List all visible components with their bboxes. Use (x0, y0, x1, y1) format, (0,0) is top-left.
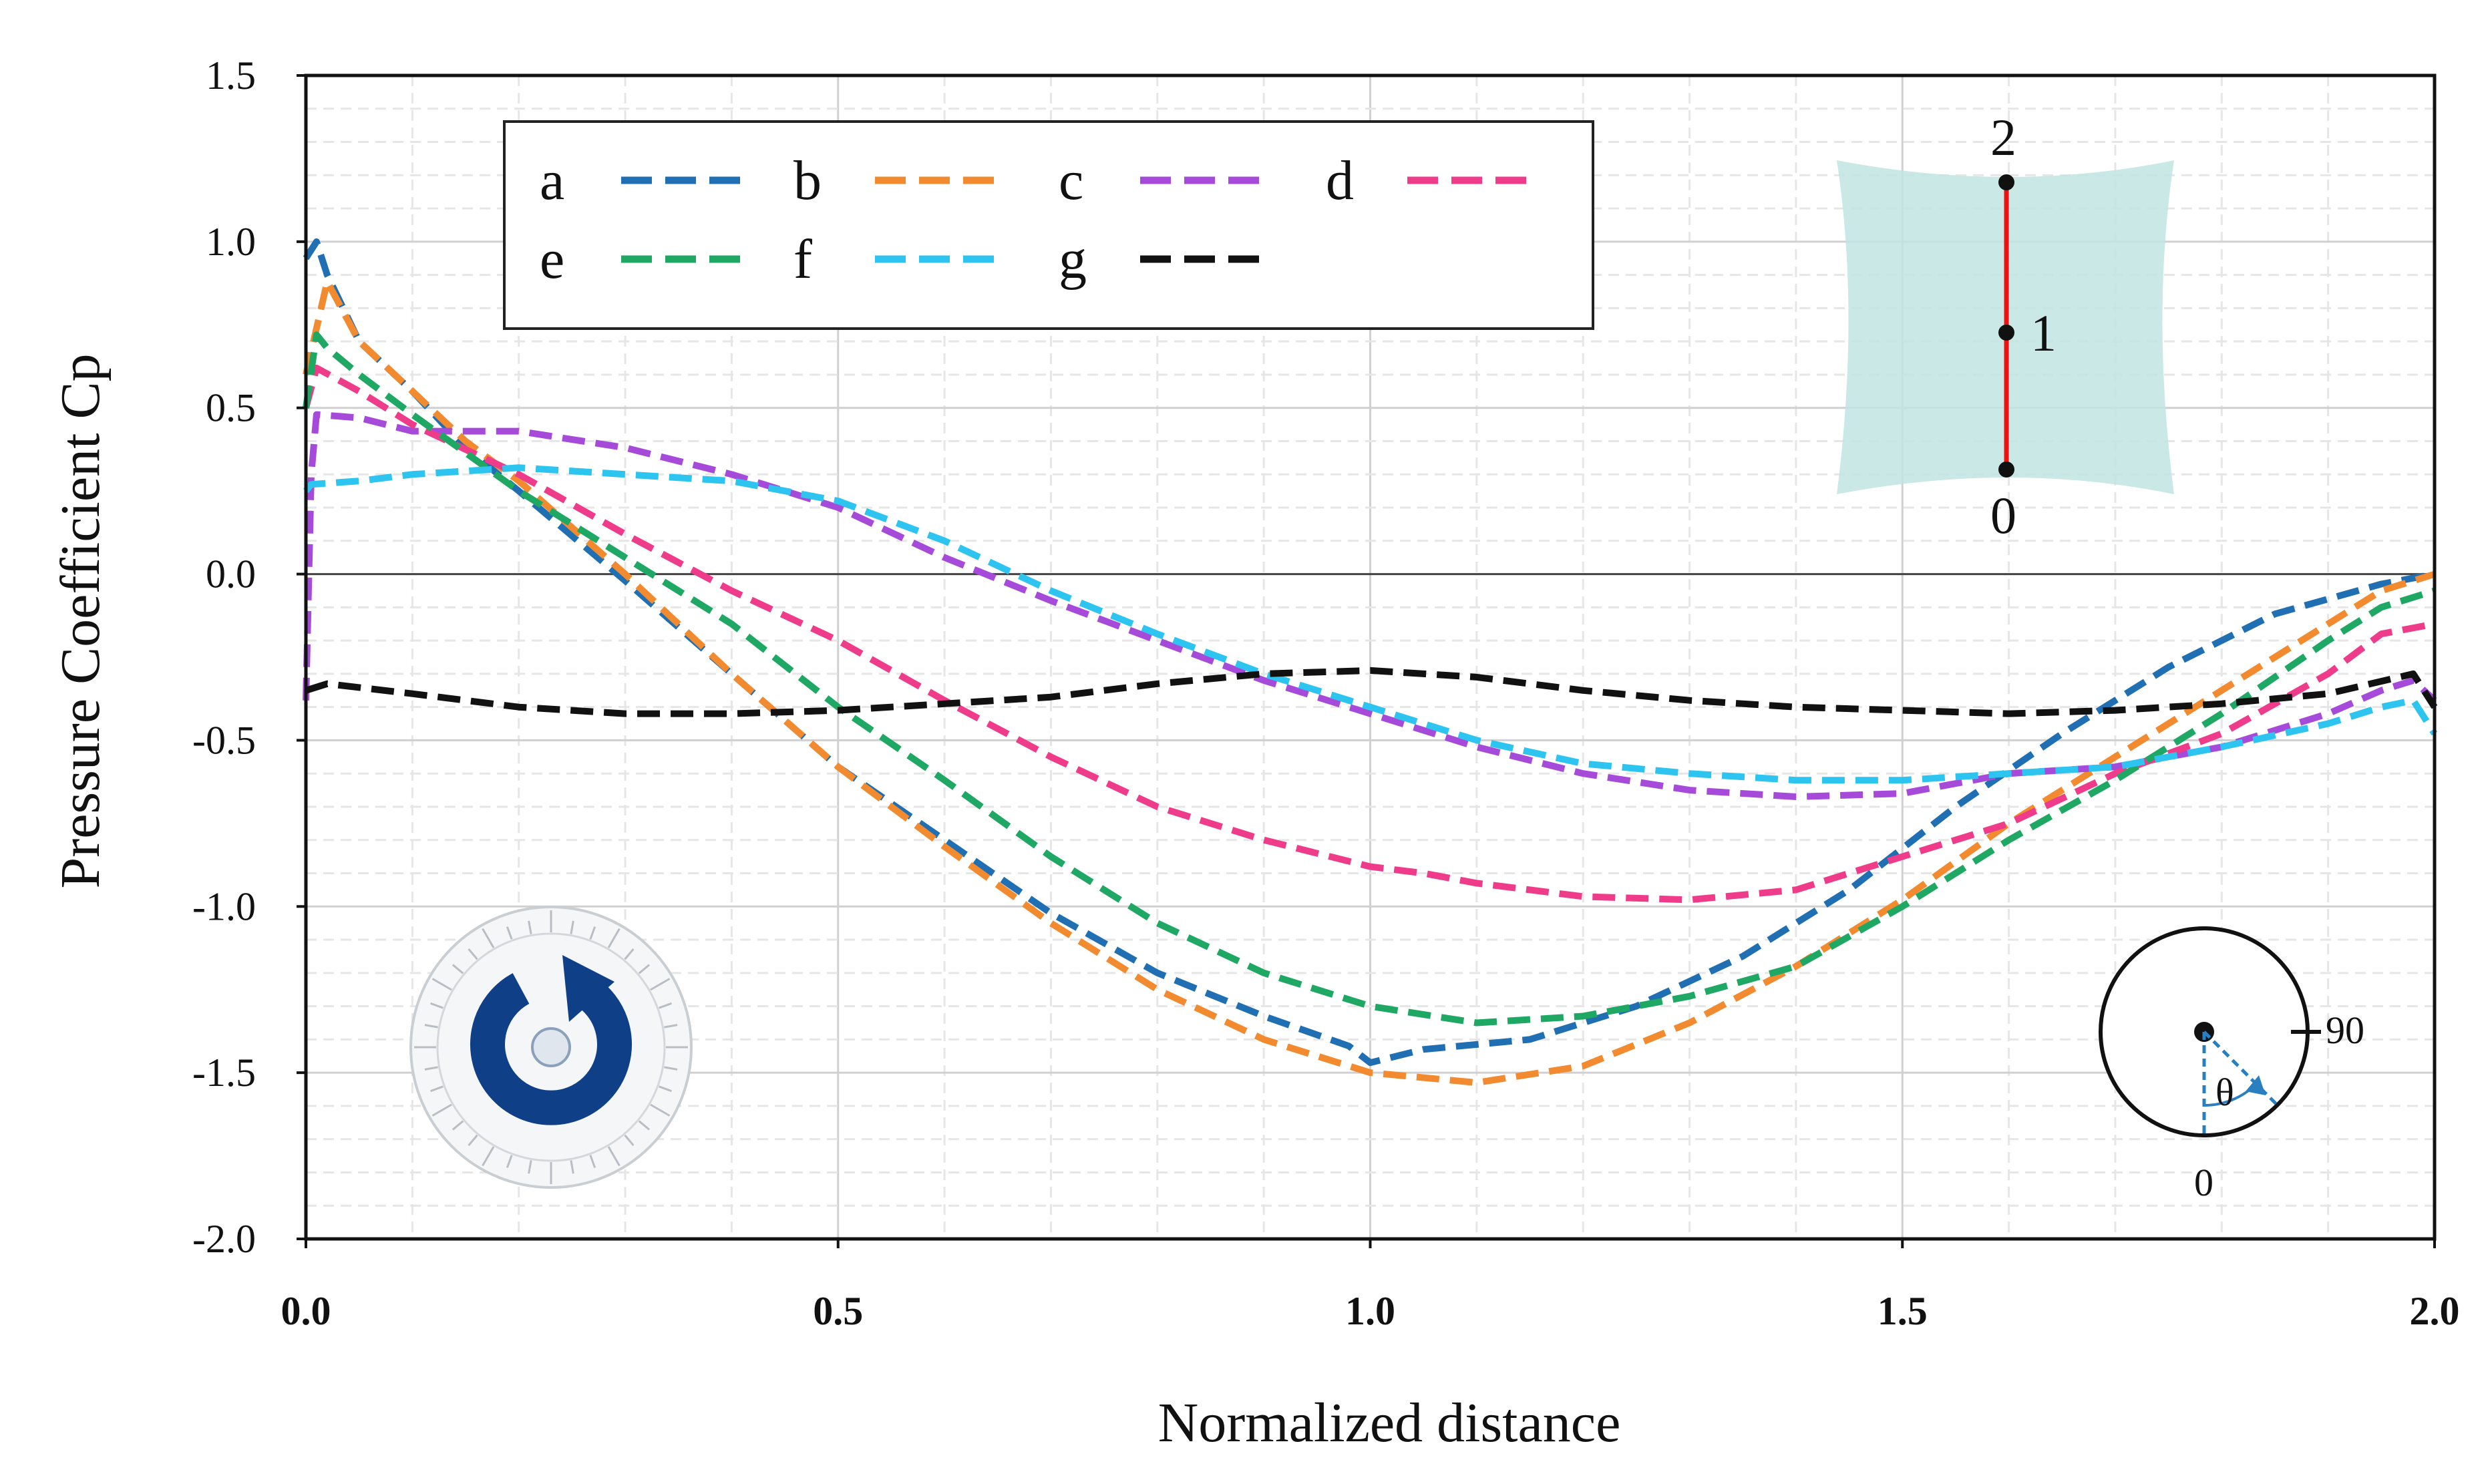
series-line-d (303, 365, 2435, 904)
y-tick-label: -0.5 (192, 718, 256, 762)
dial-tick (424, 1066, 438, 1071)
series-line-f (303, 464, 2438, 784)
y-axis: 1.5 1.0 0.5 0.0 -0.5 -1.0 -1.5 -2.0 (192, 53, 306, 1261)
y-tick-label: -2.0 (192, 1217, 256, 1261)
dial-tick (431, 1103, 452, 1117)
probe-label-1: 1 (2030, 304, 2057, 362)
y-tick-label: 0.0 (206, 552, 256, 596)
dial-tick (468, 1134, 478, 1147)
y-axis-label: Pressure Coefficient Cp (49, 354, 112, 889)
y-tick-label: 1.0 (206, 220, 256, 264)
y-tick-label: 0.5 (206, 386, 256, 430)
dial-tick (468, 948, 478, 960)
probe-label-0: 0 (1990, 486, 2016, 544)
dial-tick (664, 1024, 678, 1029)
series-line-a (303, 238, 2435, 1067)
dial-tick (659, 1002, 672, 1009)
dial-tick (424, 1024, 438, 1029)
dial-tick (650, 1103, 671, 1117)
dial-tick (570, 1160, 574, 1174)
y-tick-label: 1.5 (206, 53, 256, 98)
legend-label-a: a (540, 150, 564, 212)
angle-diagram-inset: 90 0 θ (2099, 926, 2364, 1204)
probe-point-0 (1998, 461, 2014, 478)
angle-label-90: 90 (2326, 1008, 2364, 1052)
y-tick-label: -1.0 (192, 884, 256, 928)
dial-tick (607, 1146, 620, 1167)
dial-tick (506, 1155, 513, 1168)
series-layer (303, 238, 2438, 1087)
series-line-b (303, 278, 2436, 1087)
legend-label-g: g (1059, 228, 1087, 291)
dial-tick (570, 920, 574, 934)
probe-label-2: 2 (1990, 108, 2016, 166)
dial-tick (638, 964, 651, 974)
dial-tick (482, 1146, 495, 1167)
angle-label-theta: θ (2215, 1071, 2234, 1114)
dial-tick (528, 1160, 532, 1174)
legend-label-f: f (793, 228, 812, 291)
rotation-dial-inset (409, 906, 693, 1189)
dial-tick (659, 1085, 672, 1093)
angle-label-0: 0 (2194, 1161, 2213, 1204)
dial-tick (431, 978, 452, 991)
x-tick-label: 0.0 (281, 1289, 331, 1333)
legend-label-b: b (793, 150, 822, 212)
series-line-e (303, 331, 2436, 1027)
dial-tick (638, 1120, 651, 1131)
probe-point-1 (1998, 325, 2014, 341)
dial-tick (482, 928, 495, 948)
dial-tick (589, 1155, 596, 1168)
series-line-g (305, 667, 2438, 717)
dial-tick (607, 928, 620, 948)
x-tick-label: 1.5 (1878, 1289, 1928, 1333)
legend-box (503, 120, 1594, 330)
dial-tick (624, 1134, 635, 1147)
dial-tick (528, 920, 532, 934)
x-tick-label: 0.5 (813, 1289, 863, 1333)
dial-tick (589, 926, 596, 940)
mesh-panel-inset: 2 1 0 (1837, 108, 2174, 544)
probe-point-2 (1998, 174, 2014, 190)
x-axis-label: Normalized distance (1158, 1392, 1621, 1454)
dial-tick (452, 1120, 464, 1131)
dial-tick (506, 926, 513, 940)
rotate-arrow-icon (470, 973, 632, 1125)
dial-tick (430, 1002, 443, 1009)
dial-tick (624, 948, 635, 960)
dial-tick (664, 1066, 678, 1071)
dial-tick (650, 978, 671, 991)
dial-tick (452, 964, 464, 974)
legend-label-e: e (540, 228, 564, 291)
x-tick-label: 1.0 (1345, 1289, 1395, 1333)
legend: a b c d e f g (503, 120, 1594, 330)
legend-label-d: d (1326, 150, 1354, 212)
x-axis: 0.0 0.5 1.0 1.5 2.0 (281, 1239, 2460, 1333)
x-tick-label: 2.0 (2410, 1289, 2460, 1333)
dial-tick (430, 1085, 443, 1093)
legend-label-c: c (1059, 150, 1083, 212)
y-tick-label: -1.5 (192, 1051, 256, 1095)
